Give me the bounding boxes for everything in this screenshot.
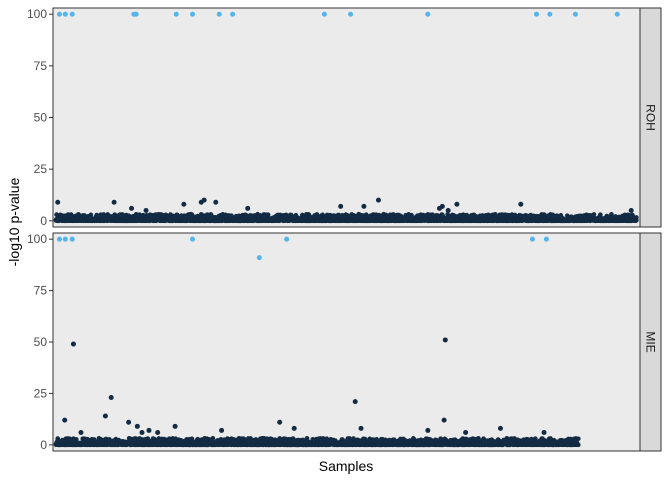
outlier-point [541,429,547,435]
outlier-point [155,429,161,435]
significant-point [572,11,578,17]
y-tick-label: 50 [34,111,48,125]
y-tick-label: 75 [34,284,48,298]
significant-point [190,236,196,242]
outlier-point [441,417,447,423]
outlier-point [70,341,76,347]
outlier-point [628,207,634,213]
data-point [576,442,581,448]
outlier-point [442,337,448,343]
y-tick-label: 25 [34,162,48,176]
significant-point [173,11,179,17]
outlier-point [454,201,460,207]
outlier-point [358,425,364,431]
data-point [634,215,639,220]
y-axis-title: -log10 p-value [6,177,22,266]
outlier-point [108,395,114,401]
outlier-point [291,425,297,431]
significant-point [133,11,139,17]
data-point [112,212,117,217]
significant-point [348,11,354,17]
facet-strip-label: ROH [644,104,658,131]
outlier-point [134,423,140,429]
panel-mie: MIE 0 25 50 75 100 [27,232,662,452]
outlier-point [425,427,431,433]
outlier-point [78,429,84,435]
y-tick-label: 0 [40,438,47,452]
data-point [576,436,581,442]
significant-point [321,11,327,17]
outlier-point [139,429,145,435]
facet-strip-label: MIE [644,331,658,352]
significant-point [529,236,535,242]
y-tick-label: 0 [40,214,47,228]
panel-background [52,232,641,452]
outlier-point [518,201,524,207]
y-tick-label: 25 [34,386,48,400]
data-point [598,212,603,218]
significant-point [216,11,222,17]
outlier-point [497,425,503,431]
significant-point [230,11,236,17]
significant-point [56,236,62,242]
outlier-point [172,423,178,429]
outlier-point [146,427,152,433]
outlier-point [352,399,358,405]
significant-point [62,236,68,242]
outlier-point [102,413,108,419]
significant-point [425,11,431,17]
y-tick-label: 50 [34,335,48,349]
outlier-point [143,207,149,213]
outlier-point [361,203,367,209]
outlier-point [126,419,132,425]
y-tick-label: 100 [27,232,47,246]
data-point [591,212,597,217]
significant-point [543,236,549,242]
outlier-point [375,197,381,203]
outlier-point [201,197,207,203]
data-point [182,213,187,218]
facet-panels: ROH 0 25 50 75 100 MIE 0 25 50 75 100 [27,7,662,452]
outlier-point [213,199,219,205]
significant-point [62,11,68,17]
facet-strip [639,7,662,228]
y-tick-label: 100 [27,7,47,21]
significant-point [69,236,75,242]
panel-roh: ROH 0 25 50 75 100 [27,7,662,228]
significant-point [56,11,62,17]
significant-point [284,236,290,242]
outlier-point [445,207,451,213]
data-point [88,212,94,218]
outlier-point [129,205,135,211]
outlier-point [181,201,187,207]
data-point [74,437,79,442]
outlier-point [219,427,225,433]
outlier-point [439,203,445,209]
background-points [53,211,639,224]
outlier-point [62,417,68,423]
panel-background [52,7,641,228]
outlier-point [55,199,61,205]
outlier-point [111,199,117,205]
significant-point [614,11,620,17]
x-axis-title: Samples [319,458,373,474]
data-point [409,212,414,218]
significant-point [547,11,553,17]
significant-point [190,11,196,17]
significant-point [256,255,262,261]
outlier-point [338,203,344,209]
outlier-point [245,205,251,211]
outlier-point [463,429,469,435]
significant-point [533,11,539,17]
y-tick-label: 75 [34,59,48,73]
outlier-point [277,419,283,425]
significant-point [69,11,75,17]
